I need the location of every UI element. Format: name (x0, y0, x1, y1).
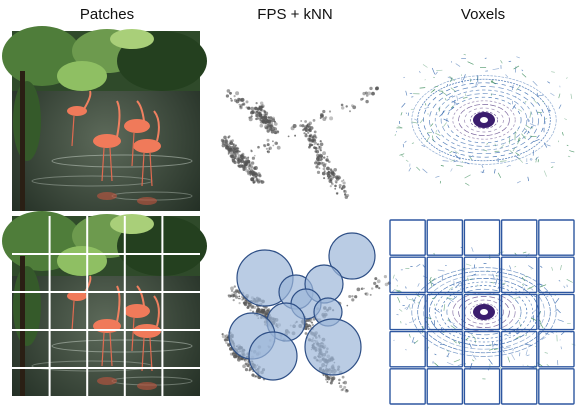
voxel-cell (538, 219, 575, 256)
flamingo-photo (1, 25, 208, 212)
patches-title: Patches (79, 6, 135, 23)
voxel-cell (389, 368, 426, 405)
voxel-cell (463, 293, 501, 331)
voxel-cell (389, 293, 426, 331)
voxel-cell (500, 256, 538, 294)
knn-circle (248, 331, 298, 381)
voxel-cell (463, 330, 501, 368)
lidar-point-cloud-voxelized (390, 246, 576, 380)
voxel-cell (538, 293, 575, 331)
knn-circle (328, 232, 376, 280)
voxels-title: Voxels (460, 6, 506, 23)
voxel-cell (538, 256, 575, 294)
voxel-cell (426, 330, 464, 368)
airplane-point-cloud (220, 86, 380, 199)
fps-knn-title: FPS + kNN (257, 6, 333, 23)
flamingo-photo-patched (1, 210, 208, 407)
voxel-cell (500, 293, 538, 331)
voxel-cell (538, 330, 575, 368)
voxel-cell (389, 219, 426, 256)
voxel-cell (426, 293, 464, 331)
knn-circle (304, 318, 362, 376)
knn-circles (228, 232, 376, 381)
voxel-cell (389, 330, 426, 368)
voxel-cell (426, 219, 464, 256)
voxel-cell (426, 368, 464, 405)
voxel-cell (426, 256, 464, 294)
voxel-cell (500, 219, 538, 256)
voxel-cell (463, 256, 501, 294)
voxel-cell (538, 368, 575, 405)
voxel-cell (463, 219, 501, 256)
lidar-point-cloud (394, 53, 575, 186)
voxel-grid (389, 219, 575, 405)
voxel-cell (500, 368, 538, 405)
voxel-cell (389, 256, 426, 294)
voxel-cell (500, 330, 538, 368)
voxel-cell (463, 368, 501, 405)
